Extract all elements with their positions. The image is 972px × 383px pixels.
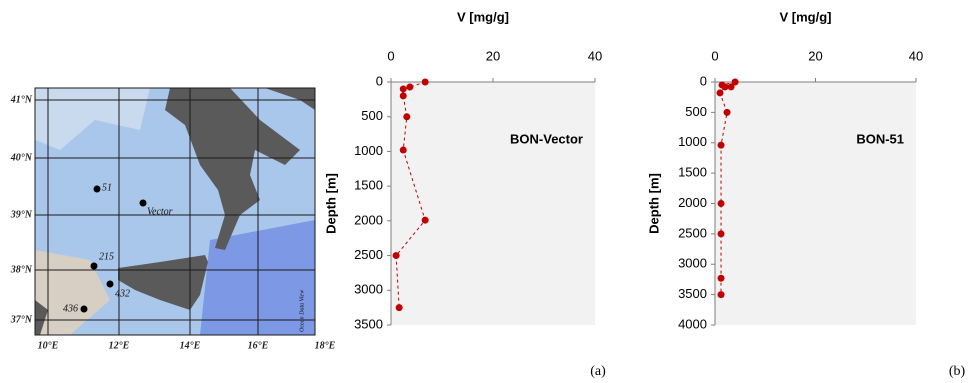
station: [91, 263, 98, 270]
lat-label: 38°N: [10, 264, 33, 275]
annotation: BON-Vector: [510, 131, 583, 146]
chart-title: V [mg/g]: [780, 9, 832, 24]
data-point: [718, 275, 725, 282]
plot-area: [715, 82, 916, 325]
data-point: [718, 230, 725, 237]
station-label: 215: [99, 251, 114, 262]
x-tick-label: 0: [711, 48, 718, 63]
y-tick-label: 0: [700, 73, 707, 88]
station: [107, 281, 114, 288]
lat-label: 40°N: [10, 152, 33, 163]
x-tick-label: 40: [909, 48, 923, 63]
y-tick-label: 1500: [678, 165, 707, 180]
figure: 41°N 40°N 39°N 38°N 37°N 10°E 12°E 14°E …: [0, 0, 972, 383]
y-tick-label: 3500: [678, 286, 707, 301]
y-tick-label: 500: [685, 104, 707, 119]
lon-label: 10°E: [38, 340, 59, 351]
y-tick-label: 2500: [354, 247, 383, 262]
y-tick-label: 1000: [354, 143, 383, 158]
station-label: 51: [102, 182, 112, 193]
y-axis-label: Depth [m]: [323, 173, 338, 234]
data-point: [393, 252, 400, 259]
lat-label: 39°N: [10, 209, 33, 220]
y-tick-label: 0: [376, 73, 383, 88]
data-point: [718, 291, 725, 298]
data-point: [422, 79, 429, 86]
panel-label: (b): [949, 364, 966, 379]
lat-label: 41°N: [10, 94, 33, 105]
lat-label: 37°N: [10, 314, 33, 325]
data-point: [400, 147, 407, 154]
x-tick-label: 20: [486, 48, 500, 63]
lon-label: 12°E: [109, 340, 130, 351]
y-tick-label: 3500: [354, 316, 383, 331]
y-tick-label: 1500: [354, 178, 383, 193]
station: [140, 200, 147, 207]
data-point: [718, 200, 725, 207]
data-point: [728, 83, 735, 90]
y-tick-label: 2000: [354, 212, 383, 227]
data-point: [422, 217, 429, 224]
lon-label: 18°E: [315, 340, 336, 351]
data-point: [717, 89, 724, 96]
map: 41°N 40°N 39°N 38°N 37°N 10°E 12°E 14°E …: [10, 88, 336, 351]
data-point: [403, 113, 410, 120]
panel-label: (a): [590, 364, 606, 379]
data-point: [396, 304, 403, 311]
data-point: [718, 142, 725, 149]
annotation: BON-51: [856, 131, 904, 146]
data-point: [406, 83, 413, 90]
station: [94, 186, 101, 193]
y-tick-label: 2500: [678, 225, 707, 240]
y-axis-label: Depth [m]: [646, 173, 661, 234]
y-tick-label: 3000: [354, 282, 383, 297]
y-tick-label: 4000: [678, 316, 707, 331]
chart-title: V [mg/g]: [457, 9, 509, 24]
station-label: 432: [115, 288, 130, 299]
station-label: Vector: [147, 206, 173, 217]
y-tick-label: 500: [361, 108, 383, 123]
y-tick-label: 2000: [678, 195, 707, 210]
station: [81, 306, 88, 313]
data-point: [722, 83, 729, 90]
x-tick-label: 40: [588, 48, 602, 63]
map-credit: Ocean Data View: [299, 290, 305, 332]
station-label: 436: [63, 303, 78, 314]
x-tick-label: 20: [808, 48, 822, 63]
plot-area: [391, 82, 595, 325]
data-point: [724, 109, 731, 116]
lon-label: 16°E: [248, 340, 269, 351]
data-point: [400, 85, 407, 92]
y-tick-label: 3000: [678, 256, 707, 271]
data-point: [400, 92, 407, 99]
y-tick-label: 1000: [678, 134, 707, 149]
x-tick-label: 0: [387, 48, 394, 63]
lon-label: 14°E: [180, 340, 201, 351]
